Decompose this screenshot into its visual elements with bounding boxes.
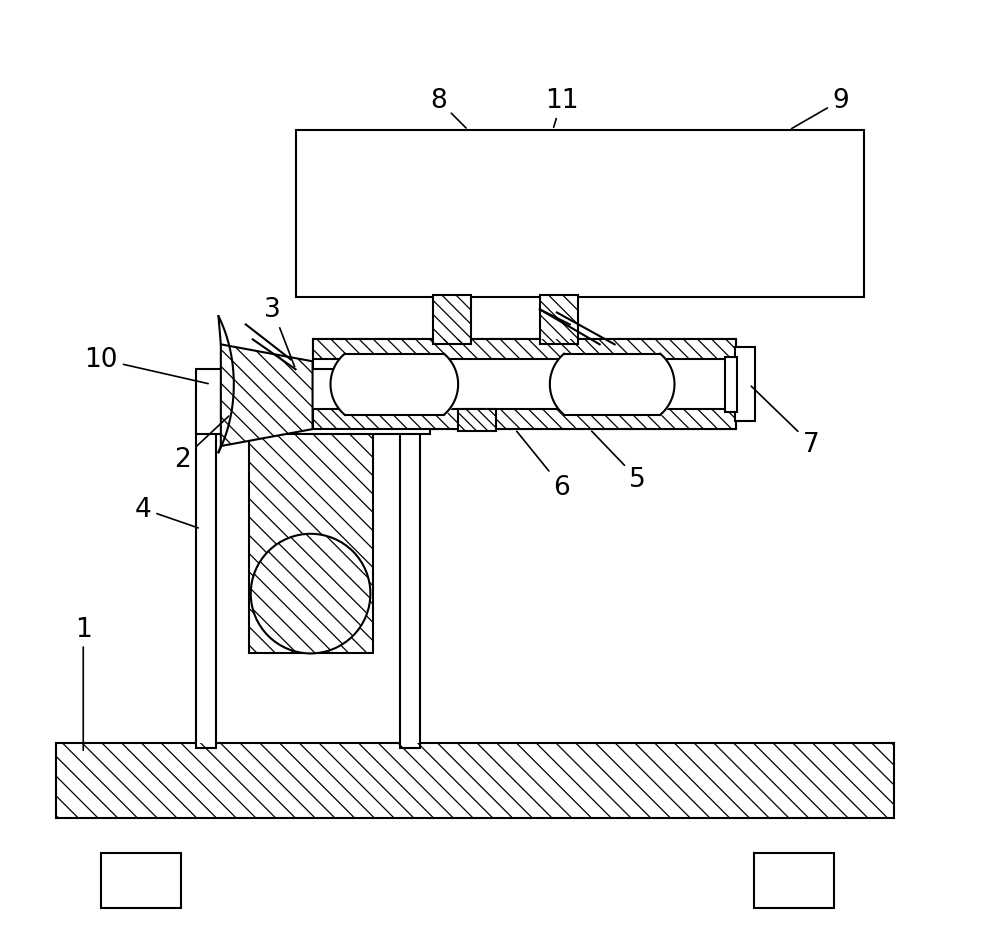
- Bar: [313, 410, 736, 430]
- Bar: [313, 340, 736, 430]
- Text: 3: 3: [264, 297, 295, 367]
- Text: 5: 5: [592, 432, 646, 493]
- Text: 6: 6: [517, 432, 570, 500]
- Text: 1: 1: [75, 616, 92, 751]
- Text: 7: 7: [751, 387, 819, 458]
- Bar: [458, 410, 496, 432]
- Polygon shape: [221, 345, 313, 446]
- Text: 11: 11: [545, 88, 579, 128]
- Circle shape: [251, 535, 370, 653]
- Bar: [313, 410, 736, 430]
- Bar: [296, 131, 864, 298]
- Bar: [196, 390, 216, 748]
- Bar: [313, 340, 736, 360]
- Text: 2: 2: [175, 417, 229, 472]
- Bar: [196, 370, 430, 434]
- Bar: [101, 853, 181, 908]
- Bar: [433, 295, 471, 345]
- Bar: [735, 348, 755, 421]
- Bar: [458, 410, 496, 432]
- Bar: [725, 358, 737, 413]
- Bar: [400, 390, 420, 748]
- Bar: [56, 743, 894, 818]
- Text: 9: 9: [792, 88, 849, 130]
- Bar: [56, 743, 894, 818]
- Bar: [540, 295, 578, 345]
- Bar: [249, 394, 373, 653]
- Bar: [313, 340, 736, 360]
- Text: 4: 4: [135, 496, 198, 528]
- Text: 10: 10: [84, 347, 208, 384]
- Bar: [249, 394, 373, 653]
- Bar: [754, 853, 834, 908]
- Bar: [433, 295, 471, 345]
- Bar: [540, 295, 578, 345]
- Text: 8: 8: [430, 88, 466, 129]
